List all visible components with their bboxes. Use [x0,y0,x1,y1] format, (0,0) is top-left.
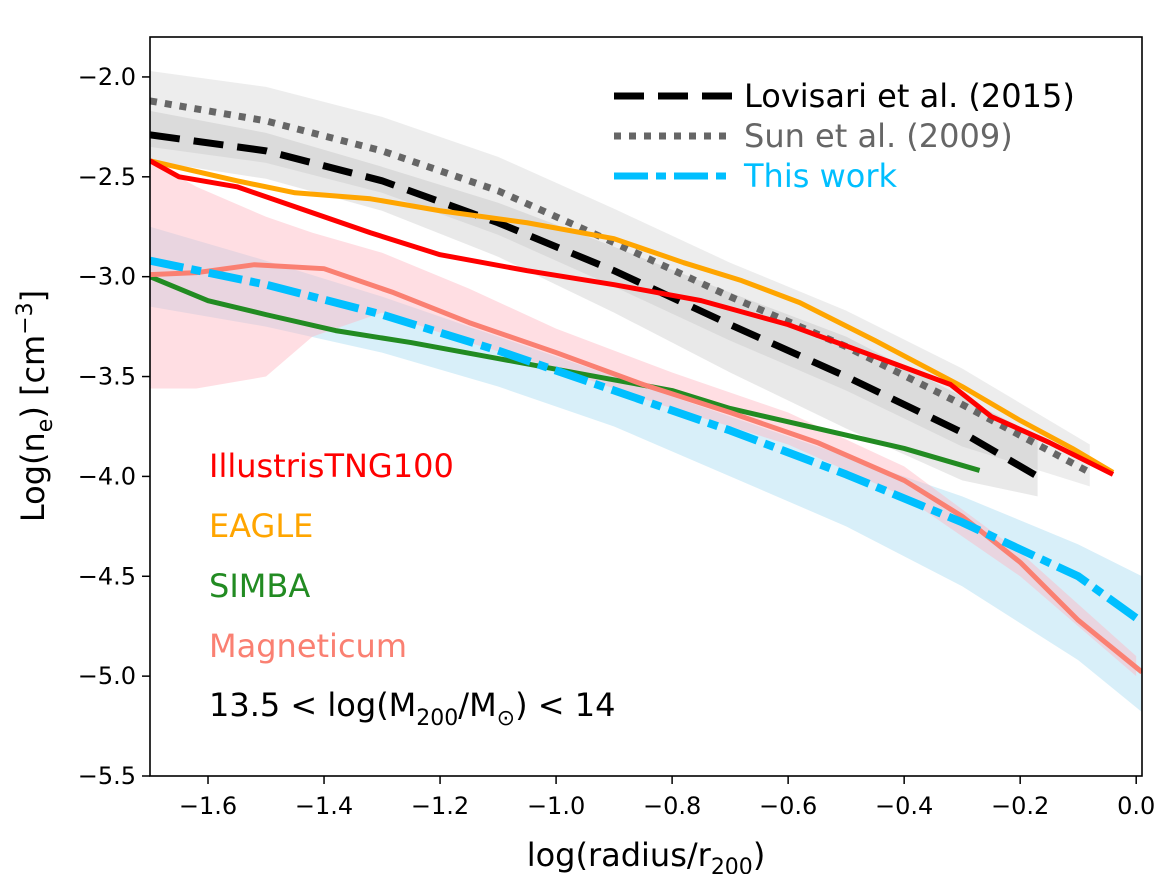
scatter-bands [150,70,1142,713]
mass-range-annotation: 13.5 < log(M200/M⊙) < 14 [209,686,615,731]
legend-label-sun-et-al-2009: Sun et al. (2009) [744,117,1013,155]
x-tick-label: −1.2 [411,792,469,820]
x-axis-label: log(radius/r200) [527,836,766,874]
plot-frame [149,36,1143,777]
data-series [150,97,1142,675]
y-tick-label: −5.5 [78,762,136,790]
x-tick-label: −1.4 [295,792,353,820]
band-lovisari-et-al-2015-scatter [150,110,1038,497]
x-tick-label: −0.6 [759,792,817,820]
series-illustristng100 [150,158,1115,477]
x-tick-label: −1.6 [179,792,237,820]
y-tick-label: −3.5 [78,363,136,391]
band-this-work-scatter [150,226,1142,713]
annotation-magneticum: Magneticum [209,627,407,665]
annotation-simba: SIMBA [209,567,310,605]
series-magneticum [150,262,1142,675]
annotation-illustristng100: IllustrisTNG100 [209,447,454,485]
y-axis-label: Log(ne) [cm−3] [13,290,58,522]
x-tick-label: −0.2 [991,792,1049,820]
y-tick-label: −4.5 [78,562,136,590]
x-tick-label: −0.4 [875,792,933,820]
y-tick-label: −5.0 [78,662,136,690]
x-axis-ticks: −1.6 −1.4 −1.2 −1.0 −0.8 −0.6 −0.4 −0.2 0.0 [179,776,1155,820]
x-tick-label: 0.0 [1117,792,1155,820]
y-axis-ticks: −5.5 −5.0 −4.5 −4.0 −3.5 −3.0 −2.5 −2.0 [78,63,150,790]
legend: Lovisari et al. (2015)Sun et al. (2009)T… [614,77,1075,195]
y-tick-label: −2.0 [78,63,136,91]
annotation-eagle: EAGLE [209,507,313,545]
y-tick-label: −3.0 [78,263,136,291]
series-eagle [150,158,1115,475]
band-magneticum-scatter [150,160,1137,677]
y-tick-label: −4.0 [78,462,136,490]
x-tick-label: −0.8 [643,792,701,820]
legend-label-this-work: This work [743,157,897,195]
y-tick-label: −2.5 [78,163,136,191]
legend-label-lovisari-et-al-2015: Lovisari et al. (2015) [744,77,1075,115]
series-sun-et-al-2009 [150,97,1092,476]
x-tick-label: −1.0 [527,792,585,820]
simulation-annotations: IllustrisTNG100 EAGLE SIMBA Magneticum [209,447,454,665]
series-lovisari-et-al-2015 [150,131,1040,480]
series-this-work [150,256,1142,626]
